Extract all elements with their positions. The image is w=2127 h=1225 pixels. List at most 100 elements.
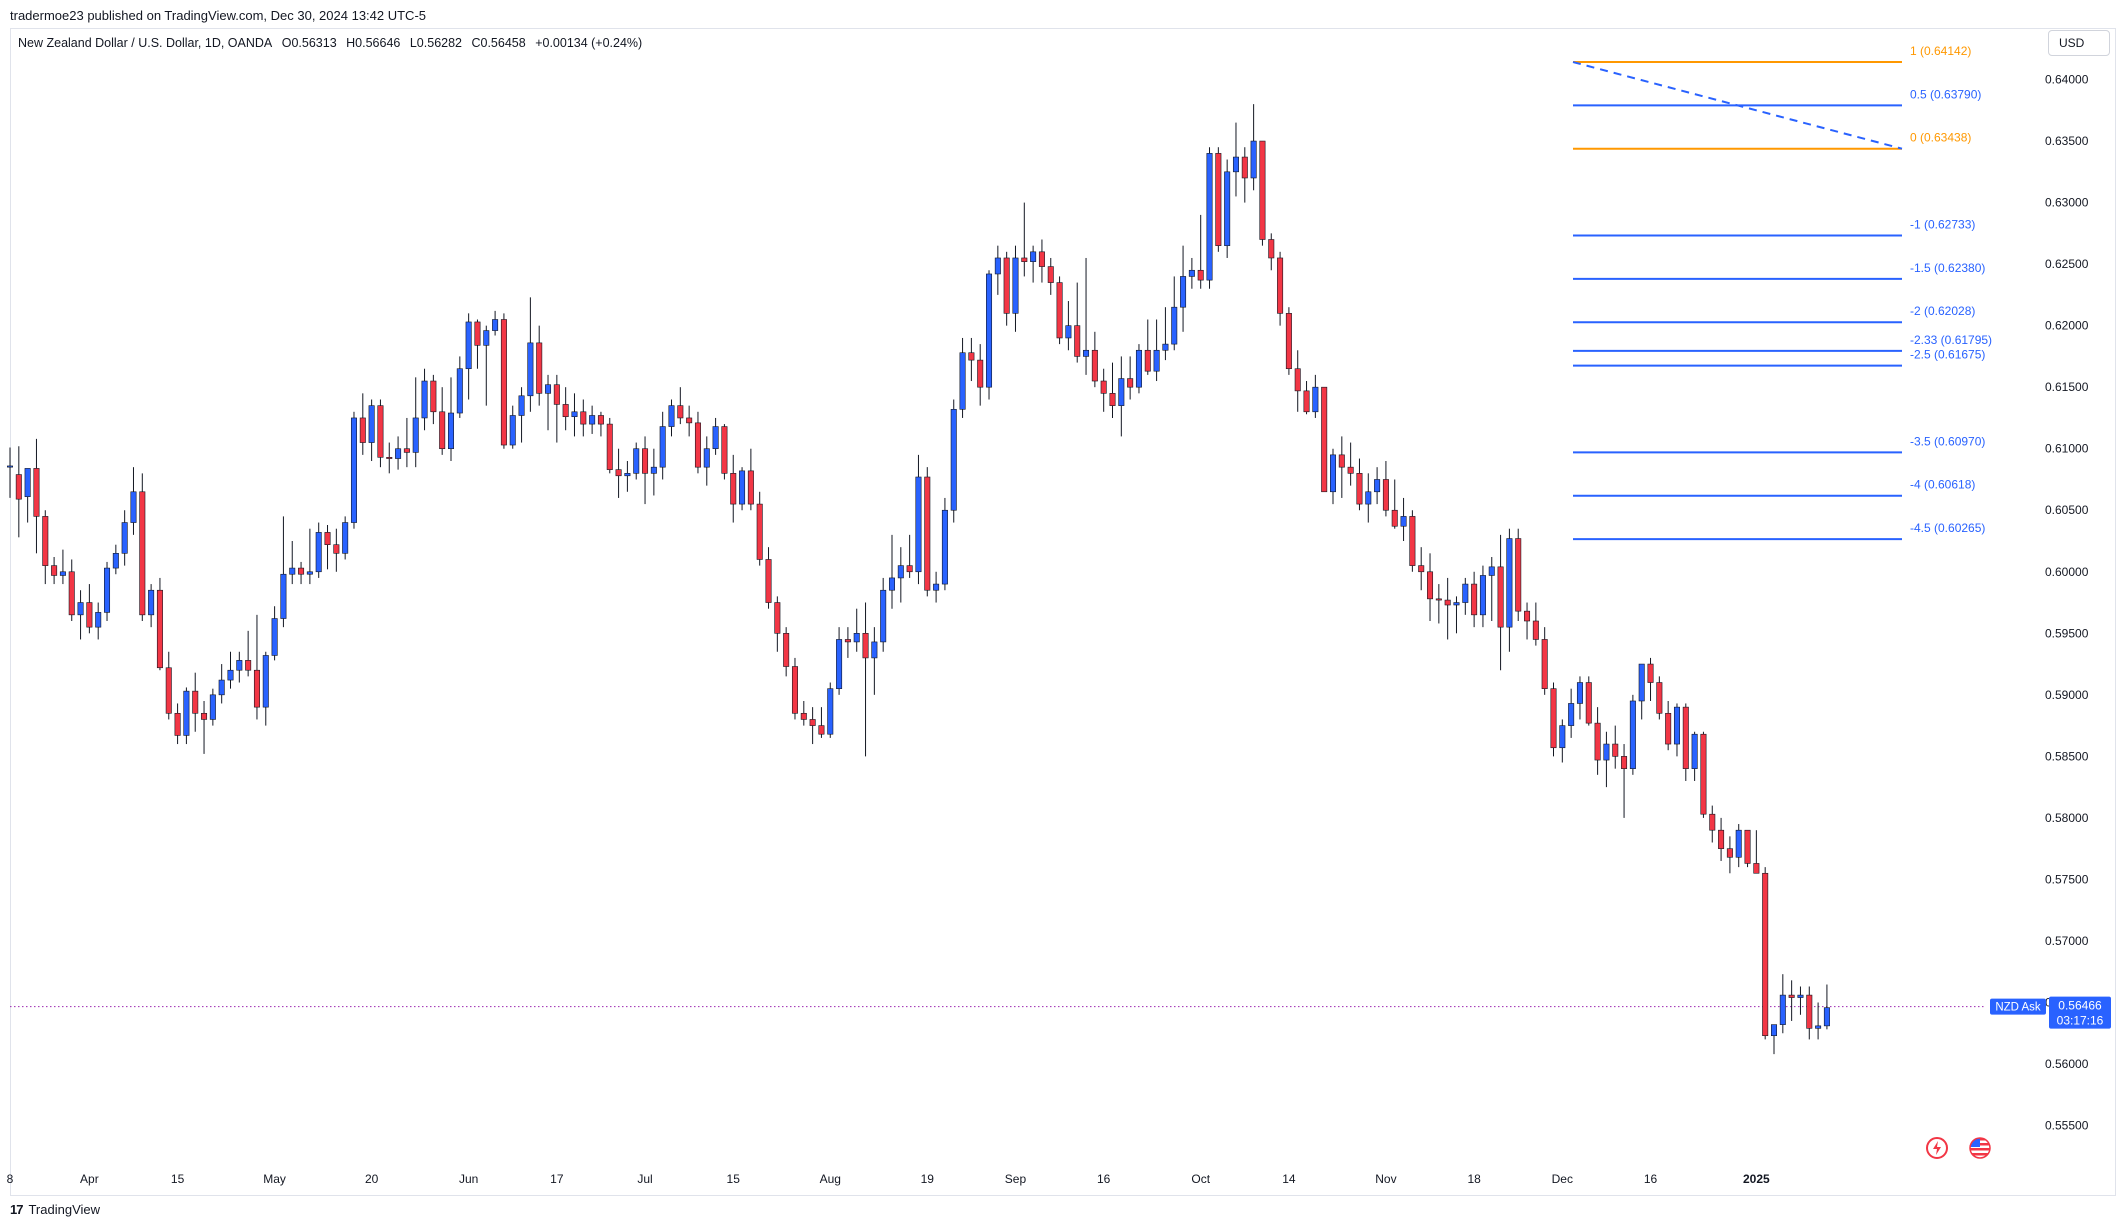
candle[interactable] bbox=[642, 436, 649, 505]
candle[interactable] bbox=[95, 602, 102, 640]
candle[interactable] bbox=[298, 561, 305, 585]
candle[interactable] bbox=[624, 461, 631, 492]
candle[interactable] bbox=[739, 467, 746, 511]
candle[interactable] bbox=[403, 417, 410, 468]
candle[interactable] bbox=[33, 438, 40, 554]
candle[interactable] bbox=[1762, 867, 1769, 1040]
candle[interactable] bbox=[1347, 442, 1354, 486]
candle[interactable] bbox=[474, 319, 481, 369]
candle[interactable] bbox=[377, 399, 384, 468]
candle[interactable] bbox=[1479, 565, 1486, 628]
candle[interactable] bbox=[1250, 104, 1257, 191]
candle[interactable] bbox=[439, 387, 446, 455]
candle[interactable] bbox=[1285, 307, 1292, 375]
candle[interactable] bbox=[712, 417, 719, 455]
candle[interactable] bbox=[677, 387, 684, 425]
candle[interactable] bbox=[1771, 1024, 1778, 1055]
candle[interactable] bbox=[1047, 257, 1054, 295]
candle[interactable] bbox=[933, 571, 940, 603]
candle[interactable] bbox=[1568, 688, 1575, 738]
symbol-name[interactable]: New Zealand Dollar / U.S. Dollar, 1D, OA… bbox=[18, 36, 273, 50]
candle[interactable] bbox=[827, 682, 834, 738]
candle[interactable] bbox=[1462, 577, 1469, 615]
candle[interactable] bbox=[518, 387, 525, 443]
candle[interactable] bbox=[1621, 744, 1628, 818]
candle[interactable] bbox=[333, 528, 340, 572]
candle[interactable] bbox=[271, 606, 278, 661]
candle[interactable] bbox=[148, 584, 155, 628]
candle[interactable] bbox=[924, 467, 931, 597]
candle[interactable] bbox=[730, 454, 737, 523]
candle[interactable] bbox=[412, 377, 419, 468]
candle[interactable] bbox=[1135, 344, 1142, 394]
candle[interactable] bbox=[880, 577, 887, 652]
candle[interactable] bbox=[941, 497, 948, 591]
candle[interactable] bbox=[1753, 830, 1760, 874]
candle[interactable] bbox=[1030, 245, 1037, 283]
candle[interactable] bbox=[456, 356, 463, 418]
candle[interactable] bbox=[112, 544, 119, 575]
candle[interactable] bbox=[686, 405, 693, 437]
candle[interactable] bbox=[324, 525, 331, 570]
candle[interactable] bbox=[1259, 140, 1266, 246]
candle[interactable] bbox=[836, 627, 843, 695]
candle[interactable] bbox=[421, 368, 428, 431]
candle[interactable] bbox=[1303, 381, 1310, 415]
candle[interactable] bbox=[959, 337, 966, 418]
candle[interactable] bbox=[1488, 557, 1495, 621]
candle[interactable] bbox=[1330, 448, 1337, 505]
candle[interactable] bbox=[1321, 386, 1328, 493]
candle[interactable] bbox=[218, 664, 225, 704]
candle[interactable] bbox=[1444, 577, 1451, 640]
candle[interactable] bbox=[1435, 584, 1442, 624]
candle[interactable] bbox=[871, 627, 878, 695]
candle[interactable] bbox=[1524, 602, 1531, 640]
candle[interactable] bbox=[597, 411, 604, 437]
candle[interactable] bbox=[986, 270, 993, 400]
candle[interactable] bbox=[1594, 707, 1601, 775]
candle[interactable] bbox=[51, 557, 58, 585]
candle[interactable] bbox=[1180, 245, 1187, 332]
candle[interactable] bbox=[139, 473, 146, 621]
candle[interactable] bbox=[1012, 245, 1019, 332]
candle[interactable] bbox=[315, 522, 322, 578]
candle[interactable] bbox=[395, 436, 402, 470]
candle[interactable] bbox=[1559, 719, 1566, 763]
candle[interactable] bbox=[483, 325, 490, 406]
candle[interactable] bbox=[527, 297, 534, 412]
candle[interactable] bbox=[536, 325, 543, 406]
candle[interactable] bbox=[104, 561, 111, 621]
candle[interactable] bbox=[1391, 479, 1398, 529]
candle[interactable] bbox=[1541, 627, 1548, 695]
candle[interactable] bbox=[262, 651, 269, 726]
candle[interactable] bbox=[492, 310, 499, 336]
currency-button[interactable]: USD bbox=[2048, 30, 2110, 56]
candle[interactable] bbox=[897, 547, 904, 603]
candle[interactable] bbox=[174, 703, 181, 745]
candle[interactable] bbox=[7, 447, 14, 498]
candle[interactable] bbox=[500, 313, 507, 449]
candle[interactable] bbox=[906, 534, 913, 578]
candle[interactable] bbox=[192, 672, 199, 732]
candle[interactable] bbox=[1338, 436, 1345, 498]
candle[interactable] bbox=[580, 399, 587, 437]
candle[interactable] bbox=[342, 516, 349, 560]
candle[interactable] bbox=[227, 651, 234, 689]
candle[interactable] bbox=[756, 491, 763, 566]
candle[interactable] bbox=[668, 399, 675, 437]
lightning-icon[interactable] bbox=[1925, 1136, 1949, 1160]
candle[interactable] bbox=[1682, 703, 1689, 781]
candle[interactable] bbox=[1277, 251, 1284, 326]
fib-trend-line[interactable] bbox=[1572, 61, 1903, 150]
candle[interactable] bbox=[968, 337, 975, 382]
candle[interactable] bbox=[791, 657, 798, 720]
candle[interactable] bbox=[1021, 202, 1028, 277]
candle[interactable] bbox=[633, 442, 640, 480]
candle[interactable] bbox=[809, 707, 816, 745]
candle[interactable] bbox=[121, 510, 128, 566]
candle[interactable] bbox=[24, 468, 31, 523]
candle[interactable] bbox=[765, 547, 772, 609]
candle[interactable] bbox=[1709, 805, 1716, 843]
candle[interactable] bbox=[1585, 676, 1592, 726]
